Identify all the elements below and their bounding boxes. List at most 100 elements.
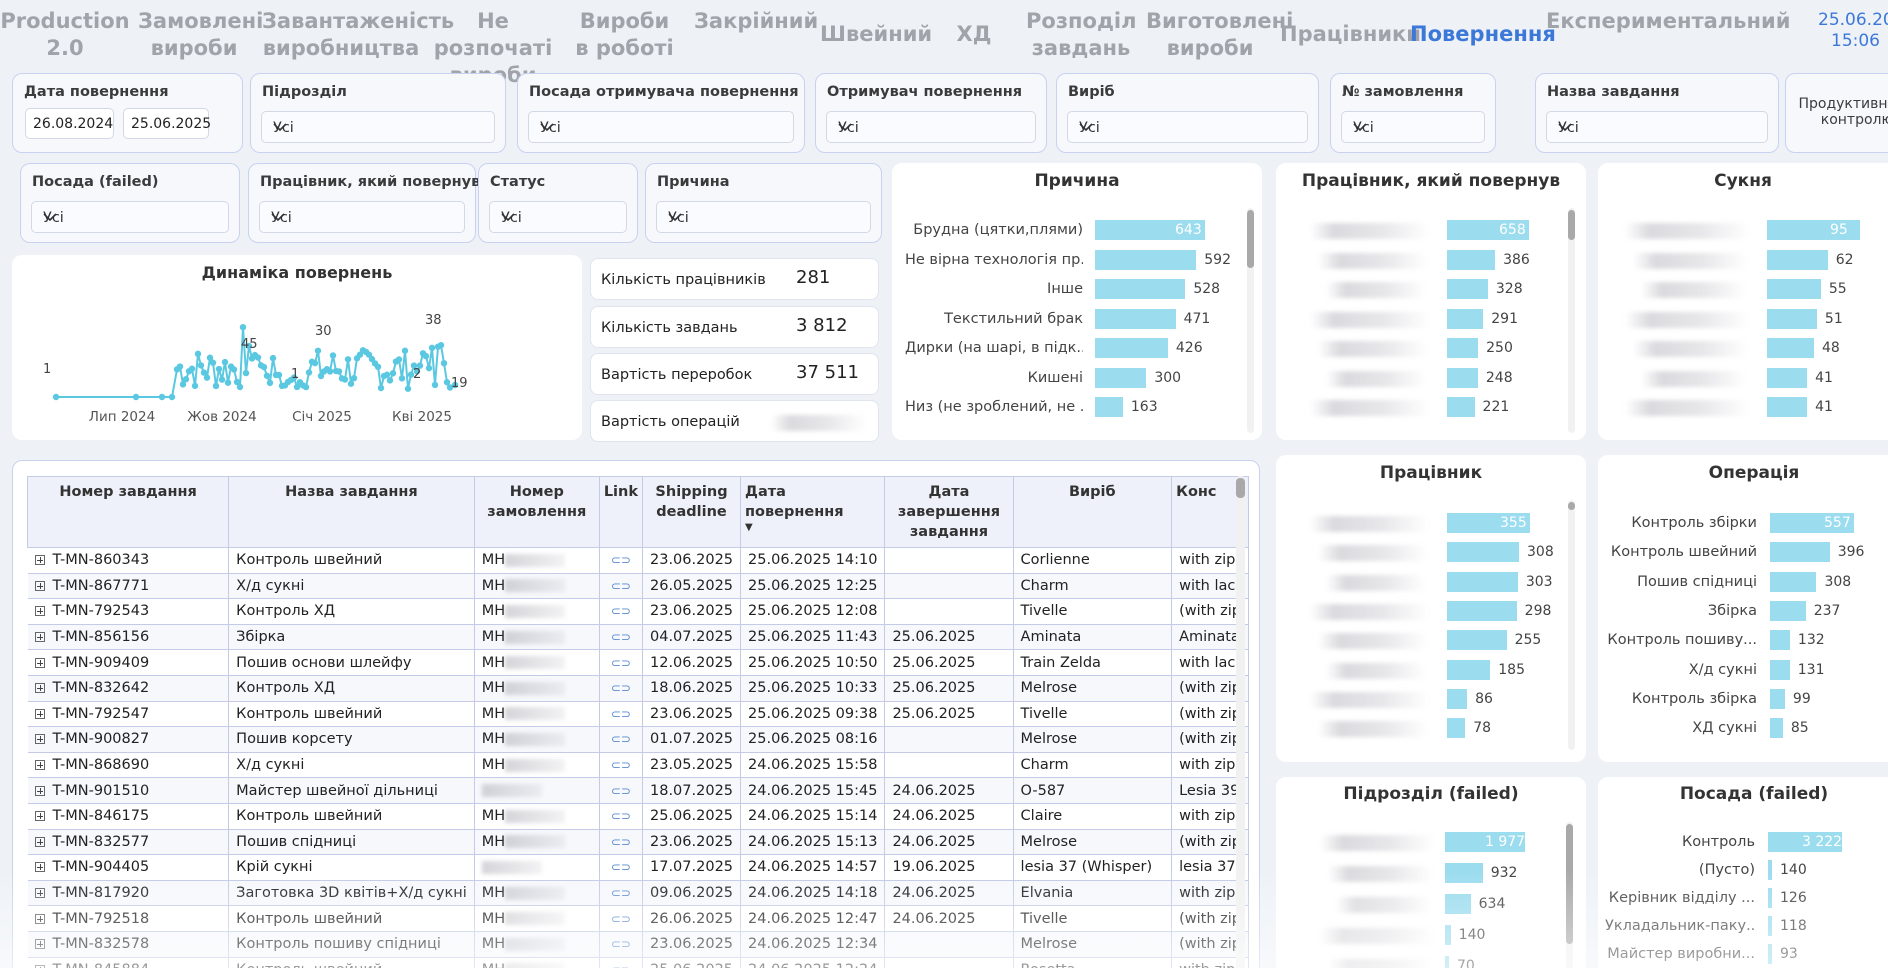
- expand-icon[interactable]: [34, 760, 45, 771]
- table-row[interactable]: T-MN-817920 Заготовка 3D квітів+Х/д сукні…: [27, 880, 1249, 907]
- link-icon[interactable]: ⊂⊃: [610, 630, 631, 645]
- expand-icon[interactable]: [34, 683, 45, 694]
- dept-failed-bar[interactable]: [1445, 925, 1451, 945]
- table-row[interactable]: T-MN-901510 Майстер швейної дільниці ⊂⊃ 18.…: [27, 777, 1249, 804]
- nav-tab-6[interactable]: Швейний: [820, 22, 933, 46]
- filter-row2-3-dropdown[interactable]: Усі: [656, 201, 871, 233]
- link-icon[interactable]: ⊂⊃: [610, 860, 631, 875]
- expand-icon[interactable]: [34, 785, 45, 796]
- filter-row1-3-dropdown[interactable]: Усі: [1067, 111, 1308, 143]
- expand-icon[interactable]: [34, 632, 45, 643]
- worker-bar[interactable]: [1447, 542, 1519, 563]
- expand-icon[interactable]: [34, 939, 45, 950]
- link-cell[interactable]: ⊂⊃: [599, 701, 644, 728]
- worker-scrollbar[interactable]: [1568, 500, 1575, 750]
- table-row[interactable]: T-MN-832578 Контроль пошиву спідниці МН ⊂⊃ 2…: [27, 931, 1249, 958]
- table-row[interactable]: T-MN-904405 Крій сукні ⊂⊃ 17.07.2025 24.06.2…: [27, 854, 1249, 881]
- table-row[interactable]: T-MN-846175 Контроль швейний МН ⊂⊃ 25.06.202…: [27, 803, 1249, 830]
- link-icon[interactable]: ⊂⊃: [610, 758, 631, 773]
- operation-bar[interactable]: [1770, 513, 1854, 533]
- returner-bar[interactable]: [1447, 308, 1484, 329]
- expand-icon[interactable]: [34, 888, 45, 899]
- table-row[interactable]: T-MN-909409 Пошив основи шлейфу МН ⊂⊃ 12.06.…: [27, 649, 1249, 676]
- returner-scrollbar[interactable]: [1568, 208, 1575, 433]
- returner-bar[interactable]: [1447, 397, 1475, 417]
- dress-bar[interactable]: [1767, 367, 1808, 388]
- link-cell[interactable]: ⊂⊃: [599, 624, 644, 651]
- link-icon[interactable]: ⊂⊃: [610, 706, 631, 721]
- nav-tab-1[interactable]: Замовлені вироби: [138, 9, 264, 60]
- table-row[interactable]: T-MN-867771 Х/д сукні МН ⊂⊃ 26.05.2025 25.06.…: [27, 573, 1249, 600]
- pos-failed-bar[interactable]: [1768, 888, 1772, 908]
- returner-bar[interactable]: [1447, 249, 1496, 270]
- worker-bar[interactable]: [1447, 718, 1466, 739]
- worker-bar[interactable]: [1447, 659, 1491, 680]
- expand-icon[interactable]: [34, 811, 45, 822]
- expand-icon[interactable]: [34, 606, 45, 617]
- returner-bar[interactable]: [1447, 367, 1478, 388]
- nav-tab-0[interactable]: Production 2.0: [0, 9, 130, 60]
- column-header[interactable]: Номер завдання: [27, 476, 230, 548]
- link-icon[interactable]: ⊂⊃: [610, 911, 631, 926]
- returner-bar[interactable]: [1447, 338, 1479, 358]
- link-cell[interactable]: ⊂⊃: [599, 905, 644, 932]
- dept-failed-bar[interactable]: [1445, 894, 1471, 914]
- column-header[interactable]: Назва завдання: [228, 476, 475, 548]
- reason-bar[interactable]: [1095, 367, 1147, 388]
- nav-tab-2[interactable]: Завантаженість виробництва: [262, 9, 455, 60]
- worker-bar[interactable]: [1447, 630, 1507, 651]
- reason-bar[interactable]: [1095, 308, 1176, 329]
- link-icon[interactable]: ⊂⊃: [610, 681, 631, 696]
- filter-row2-0-dropdown[interactable]: Усі: [31, 201, 229, 233]
- column-header[interactable]: Дата завершення завдання: [884, 476, 1014, 548]
- filter-row2-2-dropdown[interactable]: Усі: [489, 201, 627, 233]
- link-cell[interactable]: ⊂⊃: [599, 880, 644, 907]
- link-cell[interactable]: ⊂⊃: [599, 547, 644, 574]
- link-icon[interactable]: ⊂⊃: [610, 809, 631, 824]
- link-cell[interactable]: ⊂⊃: [599, 957, 644, 968]
- link-icon[interactable]: ⊂⊃: [610, 783, 631, 798]
- date-to-input[interactable]: 25.06.2025: [123, 108, 211, 139]
- expand-icon[interactable]: [34, 708, 45, 719]
- pos-failed-bar[interactable]: [1768, 916, 1772, 936]
- operation-bar[interactable]: [1770, 571, 1817, 592]
- link-icon[interactable]: ⊂⊃: [610, 937, 631, 952]
- nav-tab-12[interactable]: Експериментальний: [1546, 9, 1791, 33]
- pos-failed-bar[interactable]: [1768, 860, 1772, 880]
- link-icon[interactable]: ⊂⊃: [610, 578, 631, 593]
- dept-failed-bar[interactable]: [1445, 956, 1449, 968]
- link-icon[interactable]: ⊂⊃: [610, 834, 631, 849]
- dept-failed-bar[interactable]: [1445, 832, 1525, 852]
- link-icon[interactable]: ⊂⊃: [610, 553, 631, 568]
- table-row[interactable]: T-MN-868690 Х/д сукні МН ⊂⊃ 23.05.2025 24.06.…: [27, 752, 1249, 779]
- link-icon[interactable]: ⊂⊃: [610, 732, 631, 747]
- link-cell[interactable]: ⊂⊃: [599, 931, 644, 958]
- dress-bar[interactable]: [1767, 220, 1860, 240]
- table-row[interactable]: T-MN-860343 Контроль швейний МН ⊂⊃ 23.06.202…: [27, 547, 1249, 574]
- expand-icon[interactable]: [34, 657, 45, 668]
- table-scrollbar[interactable]: [1236, 476, 1245, 968]
- column-header[interactable]: Shipping deadline: [641, 476, 742, 548]
- worker-bar[interactable]: [1447, 513, 1530, 533]
- operation-bar[interactable]: [1770, 630, 1790, 651]
- filter-row2-1-dropdown[interactable]: Усі: [259, 201, 465, 233]
- nav-tab-7[interactable]: ХД: [956, 22, 992, 46]
- operation-bar[interactable]: [1770, 600, 1806, 621]
- operation-bar[interactable]: [1770, 718, 1783, 739]
- dress-bar[interactable]: [1767, 279, 1821, 299]
- link-icon[interactable]: ⊂⊃: [611, 963, 631, 968]
- nav-tab-10[interactable]: Працівники: [1280, 22, 1422, 46]
- column-header[interactable]: Link: [598, 476, 644, 548]
- dept-failed-bar[interactable]: [1445, 863, 1483, 883]
- filter-row1-5-dropdown[interactable]: Усі: [1546, 111, 1768, 143]
- nav-tab-5[interactable]: Закрійний: [694, 9, 819, 33]
- filter-row1-4-dropdown[interactable]: Усі: [1341, 111, 1485, 143]
- dress-bar[interactable]: [1767, 308, 1817, 329]
- worker-bar[interactable]: [1447, 688, 1468, 709]
- reason-bar[interactable]: [1095, 249, 1197, 270]
- nav-tab-8[interactable]: Розподіл завдань: [1026, 9, 1137, 60]
- expand-icon[interactable]: [34, 913, 45, 924]
- column-header[interactable]: Виріб: [1012, 476, 1173, 548]
- reason-bar[interactable]: [1095, 338, 1168, 358]
- expand-icon[interactable]: [34, 862, 45, 873]
